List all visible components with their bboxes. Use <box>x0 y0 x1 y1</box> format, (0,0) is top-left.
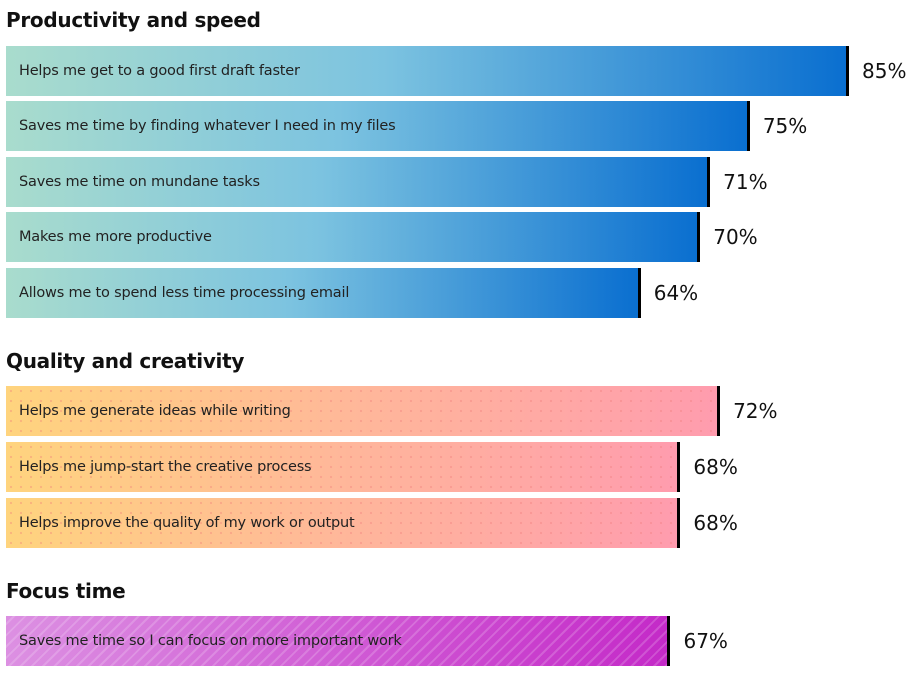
bar: Saves me time by finding whatever I need… <box>6 101 750 151</box>
data-label: 64% <box>653 281 699 305</box>
data-label: 68% <box>693 511 738 535</box>
bar: Helps me generate ideas while writing <box>6 386 721 436</box>
bar-label: Saves me time on mundane tasks <box>19 174 260 190</box>
section-title: Focus time <box>6 579 126 603</box>
bar-label: Allows me to spend less time processing … <box>19 285 350 301</box>
data-label: 70% <box>713 225 758 249</box>
data-label: 72% <box>733 399 778 423</box>
bar: Helps me jump-start the creative process <box>6 442 681 492</box>
data-label: 71% <box>723 170 768 194</box>
bar: Saves me time so I can focus on more imp… <box>6 616 671 666</box>
data-label: 67% <box>683 629 728 653</box>
data-label: 85% <box>862 59 907 83</box>
bar: Allows me to spend less time processing … <box>6 268 641 318</box>
section-title: Productivity and speed <box>6 8 261 32</box>
bar-label: Saves me time by finding whatever I need… <box>19 118 396 134</box>
section-title: Quality and creativity <box>6 349 245 373</box>
bar: Helps me get to a good first draft faste… <box>6 46 849 96</box>
bar: Saves me time on mundane tasks <box>6 157 711 207</box>
bar-label: Helps me generate ideas while writing <box>19 403 291 419</box>
data-label: 75% <box>762 114 808 138</box>
bar-label: Helps me get to a good first draft faste… <box>19 63 300 79</box>
bar: Makes me more productive <box>6 212 701 262</box>
bar-label: Saves me time so I can focus on more imp… <box>19 633 402 649</box>
data-label: 68% <box>693 455 738 479</box>
bar: Helps improve the quality of my work or … <box>6 498 681 548</box>
bar-label: Makes me more productive <box>19 229 212 245</box>
bar-label: Helps me jump-start the creative process <box>19 459 312 475</box>
bar-label: Helps improve the quality of my work or … <box>19 515 355 531</box>
